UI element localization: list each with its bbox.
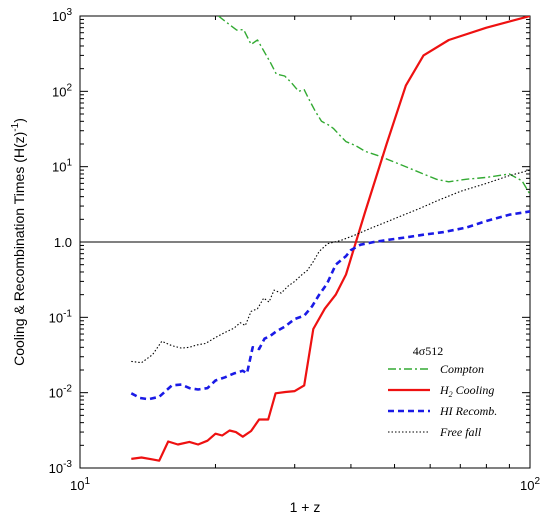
legend: 4σ512 Compton H2 Cooling HI Recomb. Free fal…	[388, 344, 497, 439]
tick-labels: 101 102 10-3 10-2 10-1 1.0 101 102 103	[49, 7, 541, 493]
x-tick-label: 101	[70, 476, 90, 493]
series-line-0	[217, 16, 530, 195]
legend-label-1: H2 Cooling	[439, 383, 494, 399]
legend-label-3: Free fall	[439, 425, 482, 439]
series-line-1	[131, 16, 530, 462]
x-tick-label: 102	[520, 476, 540, 493]
y-tick-label: 102	[52, 82, 72, 99]
series-layer	[80, 16, 530, 462]
legend-title: 4σ512	[413, 344, 443, 358]
y-tick-label: 1.0	[54, 235, 72, 250]
legend-label-2: HI Recomb.	[439, 404, 497, 418]
series-line-2	[130, 210, 530, 401]
x-axis-title: 1 + z	[290, 499, 321, 515]
y-tick-label: 10-1	[49, 308, 73, 325]
series-line-3	[131, 169, 530, 364]
legend-label-0: Compton	[440, 362, 484, 376]
y-tick-label: 10-2	[49, 384, 73, 401]
y-tick-label: 101	[52, 158, 72, 175]
y-tick-label: 10-3	[49, 459, 73, 476]
y-axis-title: Cooling & Recombination Times (H(z)-1)	[10, 118, 27, 366]
y-tick-label: 103	[52, 7, 72, 24]
